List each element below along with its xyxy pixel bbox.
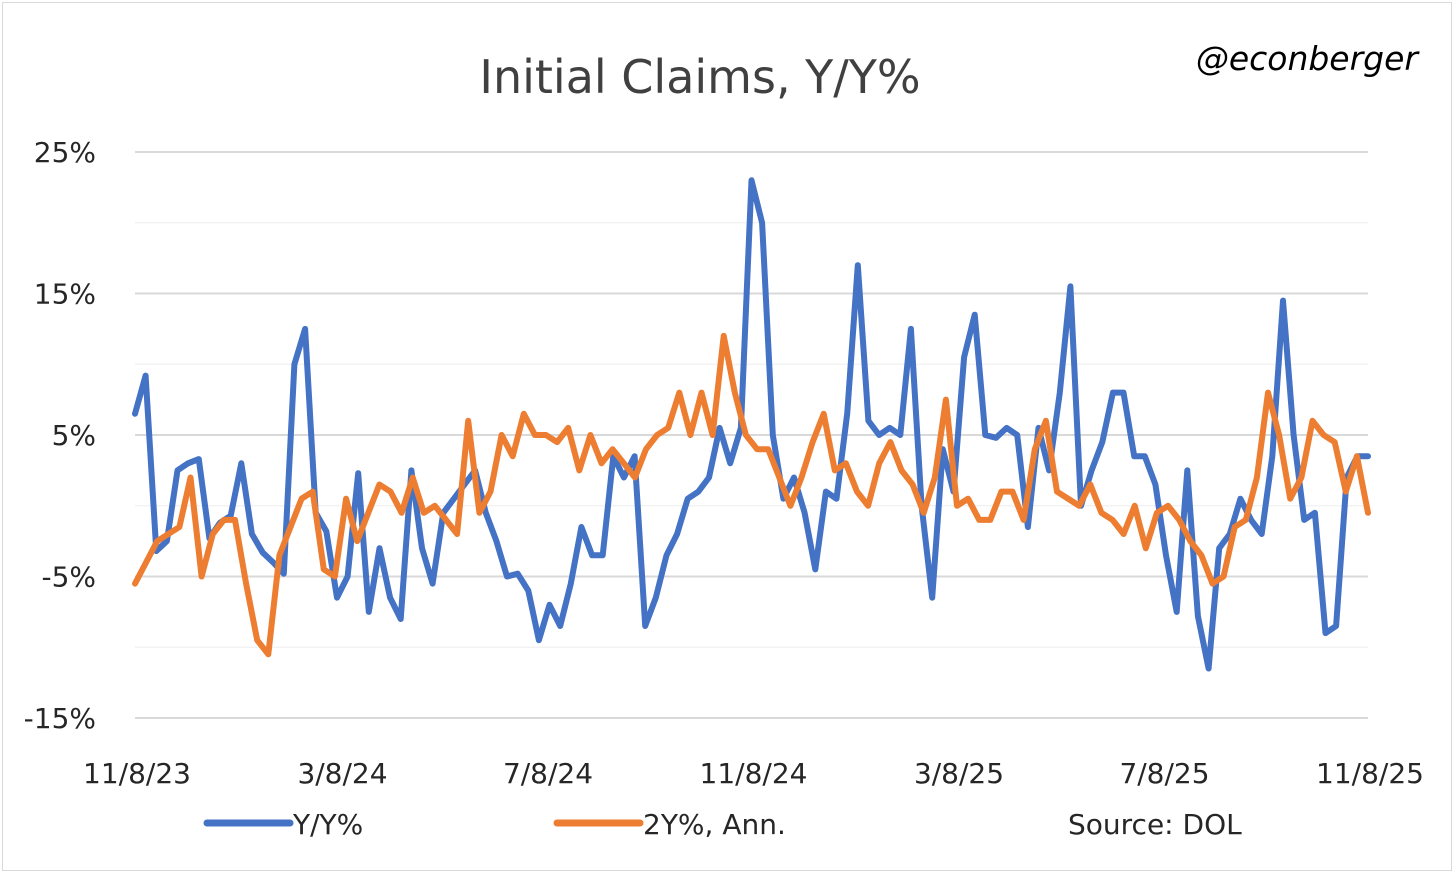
legend-label-2y: 2Y%, Ann. (643, 808, 786, 841)
series-lines (132, 177, 1371, 672)
watermark-handle: @econberger (1196, 39, 1421, 78)
y-axis-ticks: 25% 15% 5% -5% -15% (24, 136, 96, 735)
x-tick-label: 3/8/24 (297, 757, 387, 790)
x-axis-ticks: 11/8/23 3/8/24 7/8/24 11/8/24 3/8/25 7/8/25 11… (83, 757, 1424, 790)
y-tick-label: -5% (41, 561, 96, 594)
series-line-2y-ann (132, 332, 1371, 658)
source-note: Source: DOL (1068, 808, 1242, 841)
legend-label-yy: Y/Y% (292, 808, 363, 841)
y-tick-label: 25% (34, 136, 96, 169)
y-tick-label: 5% (52, 419, 96, 452)
x-tick-label: 7/8/24 (503, 757, 593, 790)
x-tick-label: 11/8/25 (1316, 757, 1424, 790)
y-tick-label: -15% (24, 702, 96, 735)
x-tick-label: 3/8/25 (914, 757, 1004, 790)
x-tick-label: 11/8/24 (700, 757, 808, 790)
x-tick-label: 7/8/25 (1119, 757, 1209, 790)
y-tick-label: 15% (34, 278, 96, 311)
x-tick-label: 11/8/23 (83, 757, 191, 790)
series-line-yy (132, 177, 1371, 672)
chart-title: Initial Claims, Y/Y% (479, 50, 920, 104)
legend: Y/Y% 2Y%, Ann. Source: DOL (203, 808, 1242, 841)
